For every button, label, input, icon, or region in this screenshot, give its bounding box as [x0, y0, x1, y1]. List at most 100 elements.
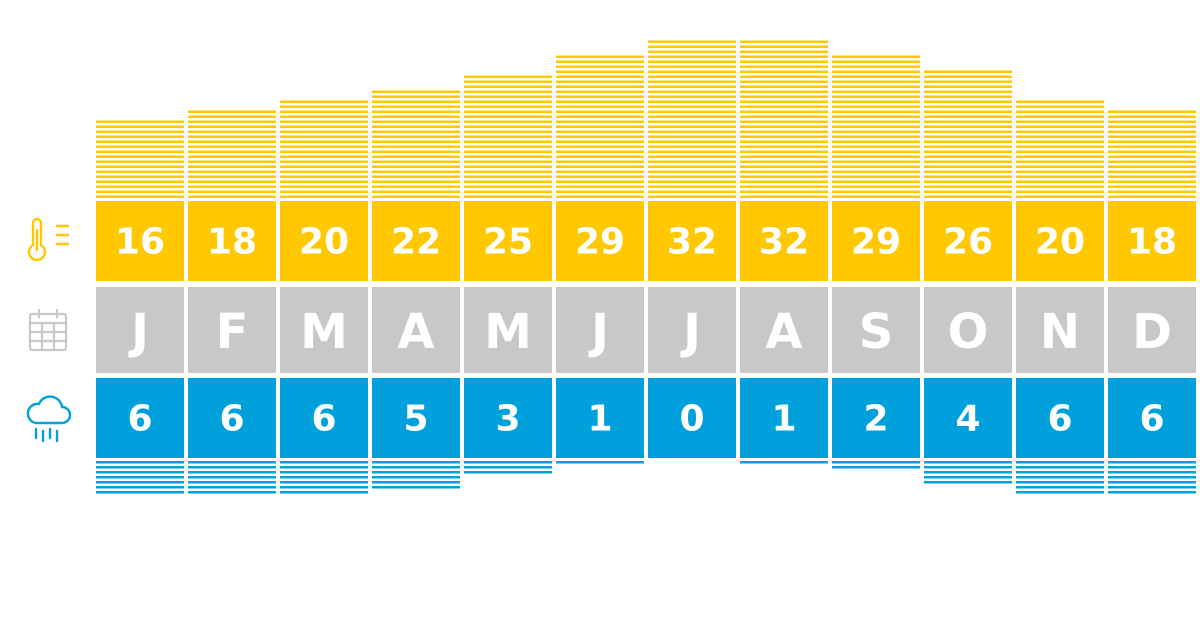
rain-bar [1016, 461, 1104, 494]
month-cell [648, 287, 736, 373]
month-label: O [948, 304, 989, 360]
rain-label: 6 [311, 399, 336, 440]
rain-label: 2 [863, 399, 888, 440]
month-label: N [1040, 304, 1080, 360]
temperature-bar [924, 70, 1012, 198]
temperature-label: 16 [115, 222, 165, 263]
temperature-bar [1016, 100, 1104, 198]
rain-bar [924, 461, 1012, 484]
temperature-cell [464, 201, 552, 281]
temperature-cell [1108, 201, 1196, 281]
rain-label: 3 [495, 399, 520, 440]
temperature-bar [188, 110, 276, 198]
temperature-cell [924, 201, 1012, 281]
rain-cell [1016, 378, 1104, 458]
rain-cell [188, 378, 276, 458]
temperature-cell [280, 201, 368, 281]
rain-bar [556, 461, 644, 464]
rain-bar [188, 461, 276, 494]
rain-label: 6 [1139, 399, 1164, 440]
temperature-cell [1016, 201, 1104, 281]
month-cell [96, 287, 184, 373]
month-label: S [859, 304, 894, 360]
month-label: M [300, 304, 348, 360]
rain-stripes [96, 461, 1196, 494]
temperature-cell [96, 201, 184, 281]
rain-cell [280, 378, 368, 458]
rain-label: 6 [127, 399, 152, 440]
temperature-bar [556, 55, 644, 198]
temperature-cell [188, 201, 276, 281]
temperature-bar [96, 120, 184, 198]
temperature-label: 20 [299, 222, 349, 263]
rain-bar [280, 461, 368, 494]
rain-label: 6 [1047, 399, 1072, 440]
temperature-bar [280, 100, 368, 198]
temperature-bar [372, 90, 460, 198]
thermometer-icon [27, 217, 70, 262]
rain-cell [96, 378, 184, 458]
rain-label: 0 [679, 399, 704, 440]
rain-cell [832, 378, 920, 458]
rain-label: 1 [771, 399, 796, 440]
month-cell [1108, 287, 1196, 373]
temperature-row: 16 18 20 22 25 29 32 32 29 26 20 18 [96, 201, 1196, 281]
month-cell [372, 287, 460, 373]
rain-bar [464, 461, 552, 474]
month-label: J [680, 304, 701, 360]
month-cell [1016, 287, 1104, 373]
rain-bar [1108, 461, 1196, 494]
rain-cloud-icon [26, 395, 72, 443]
month-cell [740, 287, 828, 373]
rain-cell [924, 378, 1012, 458]
temperature-cell [372, 201, 460, 281]
month-cell [556, 287, 644, 373]
rain-cell [740, 378, 828, 458]
calendar-icon [28, 309, 68, 352]
temperature-cell [740, 201, 828, 281]
temperature-label: 32 [759, 222, 809, 263]
month-label: D [1132, 304, 1172, 360]
rain-cell [372, 378, 460, 458]
rain-bar [832, 461, 920, 469]
temperature-bar [464, 75, 552, 198]
temperature-bar [1108, 110, 1196, 198]
rain-label: 1 [587, 399, 612, 440]
temperature-label: 32 [667, 222, 717, 263]
rain-label: 6 [219, 399, 244, 440]
temperature-bar [832, 55, 920, 198]
temperature-cell [832, 201, 920, 281]
rain-label: 4 [955, 399, 980, 440]
rain-bar [372, 461, 460, 489]
rain-bar [740, 461, 828, 464]
temperature-label: 25 [483, 222, 533, 263]
rain-label: 5 [403, 399, 428, 440]
temperature-label: 22 [391, 222, 441, 263]
month-label: F [216, 304, 249, 360]
rain-cell [556, 378, 644, 458]
month-label: M [484, 304, 532, 360]
month-cell [464, 287, 552, 373]
temperature-bar [740, 40, 828, 198]
month-cell [832, 287, 920, 373]
temperature-cell [648, 201, 736, 281]
month-label: A [765, 304, 802, 360]
rain-cell [648, 378, 736, 458]
temperature-bar [648, 40, 736, 198]
temperature-stripes [96, 40, 1196, 198]
temperature-label: 29 [575, 222, 625, 263]
temperature-label: 18 [1127, 222, 1177, 263]
rain-cell [1108, 378, 1196, 458]
temperature-label: 18 [207, 222, 257, 263]
temperature-label: 26 [943, 222, 993, 263]
month-cell [280, 287, 368, 373]
month-cell [924, 287, 1012, 373]
rain-bar [96, 461, 184, 494]
month-label: A [397, 304, 434, 360]
rain-cell [464, 378, 552, 458]
month-label: J [128, 304, 149, 360]
rain-row: 6 6 6 5 3 1 0 1 2 4 6 6 [96, 378, 1196, 458]
temperature-cell [556, 201, 644, 281]
